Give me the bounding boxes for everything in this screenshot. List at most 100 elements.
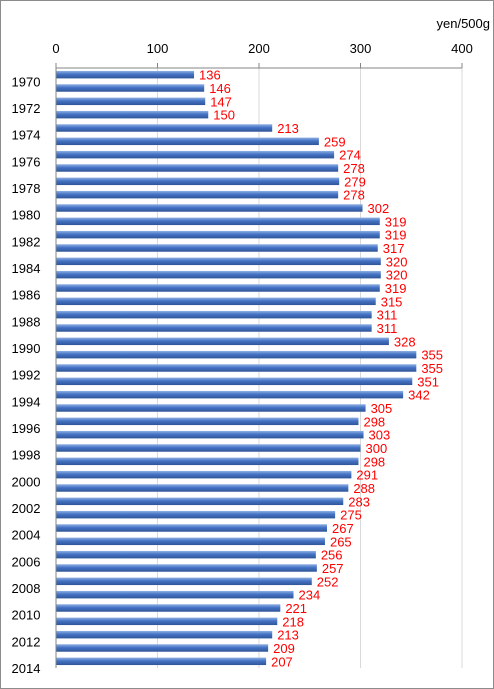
x-axis-ticks: 0 100 200 300 400 [52,41,473,69]
data-label: 355 [421,361,443,376]
bar-1978 [56,177,340,186]
bar-1998 [56,444,361,452]
x-tick-label: 100 [147,41,169,56]
bar-1984 [56,257,381,266]
data-label: 279 [344,174,366,189]
bar-2010 [56,604,281,612]
bar-2003 [56,510,336,519]
y-category-label: 1982 [12,234,41,249]
y-category-label: 1980 [12,208,41,223]
data-label: 146 [209,81,231,96]
bar-2009 [56,590,294,599]
data-label: 303 [369,428,391,443]
bar-2000 [56,470,352,479]
y-category-label: 2010 [12,608,41,623]
bar-1992 [56,364,417,372]
data-labels: 1361461471502132592742782792783023193193… [199,68,443,670]
bar-1985 [56,270,381,279]
data-label: 320 [386,254,408,269]
y-category-label: 1976 [12,154,41,169]
data-label: 209 [273,641,295,656]
bars [56,70,417,666]
data-label: 288 [353,481,375,496]
bar-2011 [56,617,278,626]
y-category-label: 1978 [12,181,41,196]
bar-1983 [56,244,378,252]
data-label: 256 [321,548,343,563]
y-category-label: 1994 [12,394,41,409]
data-label: 351 [417,374,439,389]
x-tick-label: 300 [350,41,372,56]
bar-1982 [56,230,380,239]
data-label: 305 [371,401,393,416]
y-category-label: 1984 [12,261,41,276]
data-label: 213 [277,628,299,643]
bar-2006 [56,550,316,559]
y-category-label: 2002 [12,501,41,516]
bar-2004 [56,524,328,532]
bar-1980 [56,204,363,212]
bar-2007 [56,564,317,572]
bar-2013 [56,644,269,652]
bar-1977 [56,164,339,172]
data-label: 259 [324,134,346,149]
y-category-label: 2004 [12,528,41,543]
data-label: 300 [366,441,388,456]
y-category-label: 1988 [12,314,41,329]
y-category-label: 1992 [12,368,41,383]
bar-1970 [56,70,195,79]
bar-2005 [56,537,325,546]
y-category-label: 1974 [12,128,41,143]
data-label: 147 [210,94,232,109]
bar-1994 [56,390,404,399]
data-label: 355 [421,348,443,363]
data-label: 257 [322,561,344,576]
data-label: 315 [381,294,403,309]
y-category-label: 1986 [12,288,41,303]
bar-1974 [56,124,273,132]
data-label: 234 [299,588,321,603]
data-label: 311 [377,321,398,336]
bar-1996 [56,417,359,426]
data-label: 221 [285,601,307,616]
data-label: 136 [199,68,221,83]
bar-2002 [56,497,344,506]
y-category-label: 1970 [12,74,41,89]
data-label: 274 [339,148,361,163]
data-label: 298 [363,454,385,469]
data-label: 218 [282,614,304,629]
bar-1973 [56,110,209,119]
data-label: 267 [332,521,354,536]
y-category-label: 2008 [12,581,41,596]
bar-1997 [56,430,364,439]
bar-1971 [56,84,205,92]
data-label: 275 [340,508,362,523]
bar-2008 [56,577,312,586]
data-label: 302 [368,201,390,216]
data-label: 342 [408,388,430,403]
data-label: 252 [317,574,339,589]
data-label: 319 [385,281,407,296]
bar-1975 [56,137,319,146]
unit-label: yen/500g [437,16,491,31]
data-label: 278 [343,161,365,176]
bar-1981 [56,217,380,226]
bar-1976 [56,150,335,159]
bar-1991 [56,350,417,359]
y-category-label: 2000 [12,474,41,489]
data-label: 278 [343,188,365,203]
y-category-label: 1998 [12,448,41,463]
data-label: 207 [271,654,293,669]
bar-1972 [56,97,206,106]
y-category-label: 2012 [12,634,41,649]
y-category-label: 1996 [12,421,41,436]
data-label: 328 [394,334,416,349]
bar-1995 [56,404,366,412]
bar-1986 [56,284,380,292]
bar-1979 [56,190,339,199]
bar-1987 [56,297,376,306]
data-label: 319 [385,214,407,229]
data-label: 265 [330,534,352,549]
data-label: 320 [386,268,408,283]
